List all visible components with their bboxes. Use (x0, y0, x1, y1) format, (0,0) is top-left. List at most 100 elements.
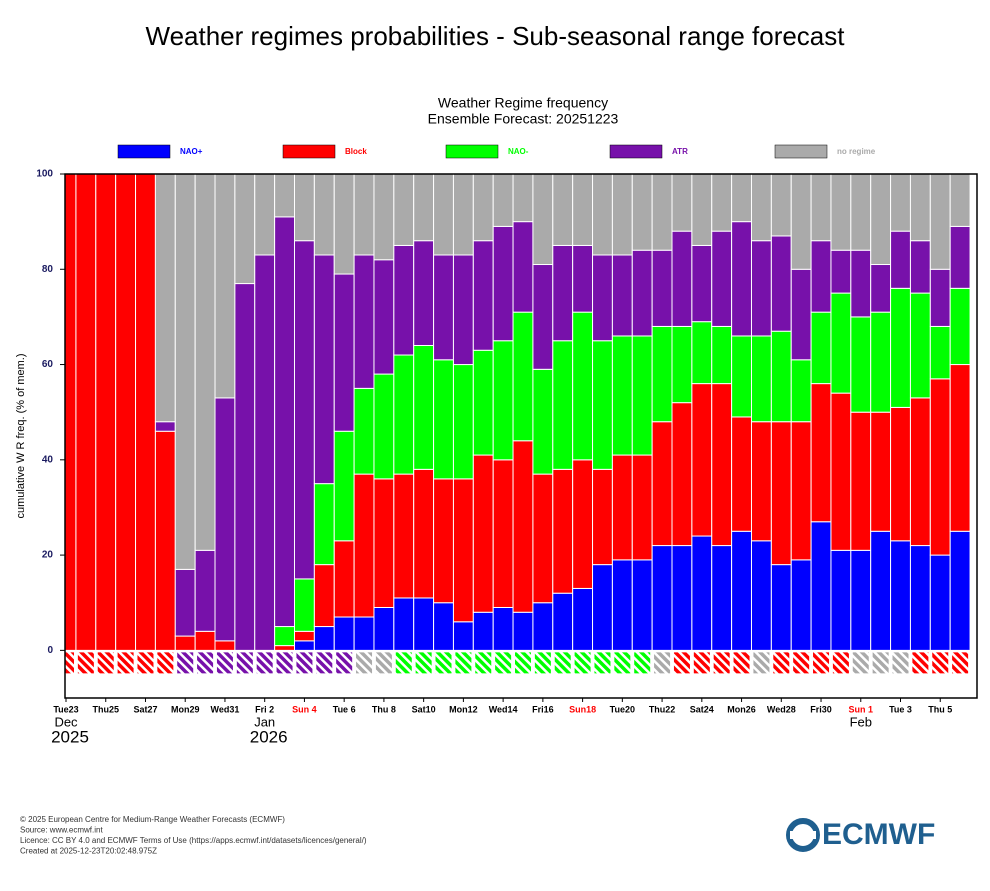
regime-indicator (554, 652, 571, 674)
regime-indicator (97, 652, 114, 674)
bar-segment (770, 564, 792, 651)
bar-segment (711, 545, 733, 651)
bar-segment (691, 321, 713, 385)
bar-segment (810, 240, 832, 313)
y-tick-label: 20 (42, 550, 54, 561)
bar-segment (472, 349, 494, 456)
bar-segment (512, 221, 534, 313)
bar-segment (572, 244, 594, 313)
x-tick-label: Sun 1 (849, 704, 874, 714)
bar-segment (731, 174, 752, 223)
bar-segment (433, 174, 454, 256)
y-tick-label: 0 (47, 645, 53, 656)
bar-segment (154, 174, 176, 423)
bar-segment (909, 545, 931, 651)
bar-segment (532, 174, 554, 266)
y-tick-label: 100 (36, 169, 53, 180)
bar-segment (949, 287, 971, 366)
logo-mark (790, 831, 816, 839)
bar-segment (333, 540, 355, 618)
regime-indicator (316, 652, 333, 674)
regime-indicator (614, 652, 631, 674)
bar-segment (214, 640, 236, 651)
x-tick-label: Fri 2 (255, 704, 274, 714)
y-tick-label: 80 (42, 264, 54, 275)
y-tick-label: 60 (42, 359, 54, 370)
x-tick-label: Sat24 (690, 704, 714, 714)
regime-indicator (157, 652, 174, 674)
regime-indicator (236, 652, 253, 674)
x-tick-label: Mon12 (449, 704, 478, 714)
bar-segment (353, 254, 375, 389)
bar-segment (611, 559, 633, 651)
regime-indicator (892, 652, 909, 674)
x-tick-label: Thu 5 (928, 704, 952, 714)
x-tick-label: Fri16 (532, 704, 554, 714)
regime-indicator (753, 652, 770, 674)
bar-segment (830, 392, 852, 551)
x-tick-label: Tue 3 (889, 704, 912, 714)
legend-label: NAO- (508, 147, 529, 156)
footer-line: © 2025 European Centre for Medium-Range … (20, 815, 285, 824)
y-tick-label: 40 (42, 454, 54, 465)
bar-segment (552, 592, 574, 651)
bar-segment (750, 421, 772, 542)
chart-subtitle: Ensemble Forecast: 20251223 (428, 111, 619, 127)
x-tick-label: Mon29 (171, 704, 200, 714)
bar-segment (572, 174, 594, 246)
bar-segment (731, 416, 752, 532)
bar-segment (194, 174, 216, 551)
bar-segment (731, 221, 752, 337)
bar-segment (492, 459, 514, 608)
regime-indicator (852, 652, 869, 674)
bar-segment (631, 174, 653, 251)
month-label: Jan (254, 714, 275, 729)
bar-segment (373, 373, 395, 480)
bar-segment (711, 383, 733, 547)
month-label: Feb (850, 714, 872, 729)
bar-segment (373, 259, 395, 375)
bar-segment (909, 240, 931, 294)
bar-segment (731, 335, 752, 418)
bar-segment (711, 230, 733, 327)
page-title: Weather regimes probabilities - Sub-seas… (146, 21, 846, 51)
bar-segment (532, 473, 554, 604)
bar-segment (929, 174, 951, 270)
bar-segment (731, 530, 752, 651)
bar-segment (194, 630, 216, 651)
x-tick-label: Sun 4 (292, 704, 317, 714)
bar-segment (929, 268, 951, 327)
regime-indicator (594, 652, 611, 674)
bar-segment (512, 611, 534, 651)
bar-segment (393, 174, 415, 246)
bar-segment (95, 174, 117, 651)
bar-segment (651, 174, 673, 251)
bar-segment (592, 254, 613, 342)
regime-indicator (634, 652, 651, 674)
plot-frame (64, 173, 978, 699)
bar-segment (393, 244, 415, 356)
bar-segment (850, 411, 872, 551)
bar-segment (870, 311, 892, 413)
x-tick-label: Tue23 (53, 704, 78, 714)
bar-segment (452, 364, 474, 480)
legend-label: Block (345, 147, 367, 156)
bar-segment (890, 230, 911, 289)
bar-segment (293, 578, 315, 632)
x-tick-label: Sat10 (412, 704, 436, 714)
bar-segment (711, 174, 733, 232)
bar-segment (949, 225, 971, 289)
legend-label: ATR (672, 147, 688, 156)
bar-segment (274, 645, 295, 651)
bar-segment (810, 521, 832, 651)
regime-indicator (395, 652, 412, 674)
bar-segment (790, 559, 812, 651)
bar-segment (333, 616, 355, 651)
bar-segment (909, 174, 931, 242)
bar-segment (274, 174, 295, 218)
bar-segment (65, 174, 77, 651)
bar-segment (691, 174, 713, 246)
bar-segment (790, 421, 812, 561)
bar-segment (850, 249, 872, 318)
